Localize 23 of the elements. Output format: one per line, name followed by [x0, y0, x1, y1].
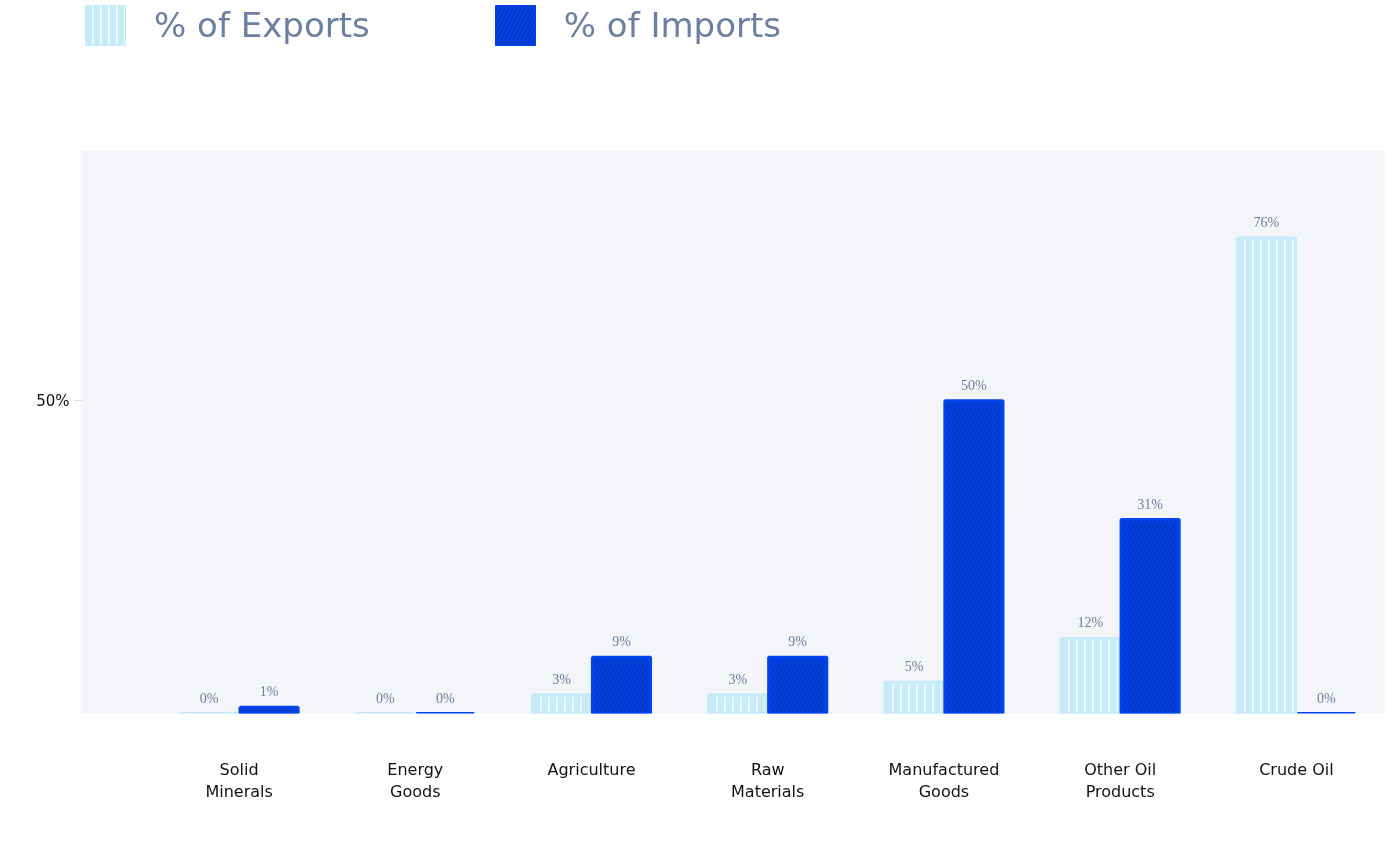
data-label: 12% [1077, 615, 1104, 631]
x-tick-label: Solid Minerals [205, 759, 273, 802]
data-label: 0% [376, 690, 396, 706]
x-tick-label: Energy Goods [387, 759, 444, 802]
data-label: 9% [788, 634, 808, 650]
data-label: 31% [1137, 496, 1164, 512]
data-label: 50% [961, 377, 988, 393]
data-label: 76% [1253, 215, 1280, 231]
x-tick-label: Raw Materials [731, 759, 805, 802]
data-label: 3% [552, 671, 572, 687]
legend-label: % of Imports [563, 5, 781, 45]
data-label: 5% [904, 659, 924, 675]
data-label: 9% [612, 634, 632, 650]
data-label: 0% [1317, 690, 1337, 706]
legend-label: % of Exports [154, 5, 370, 45]
x-tick-label: Manufactured Goods [888, 759, 1000, 802]
x-tick-label: Other Oil Products [1084, 759, 1157, 802]
x-tick-label: Agriculture [547, 759, 636, 779]
data-label: 0% [435, 690, 455, 706]
data-label: 1% [259, 684, 279, 700]
data-label: 3% [728, 671, 748, 687]
x-tick-label: Crude Oil [1259, 759, 1334, 779]
data-label: 0% [199, 690, 219, 706]
